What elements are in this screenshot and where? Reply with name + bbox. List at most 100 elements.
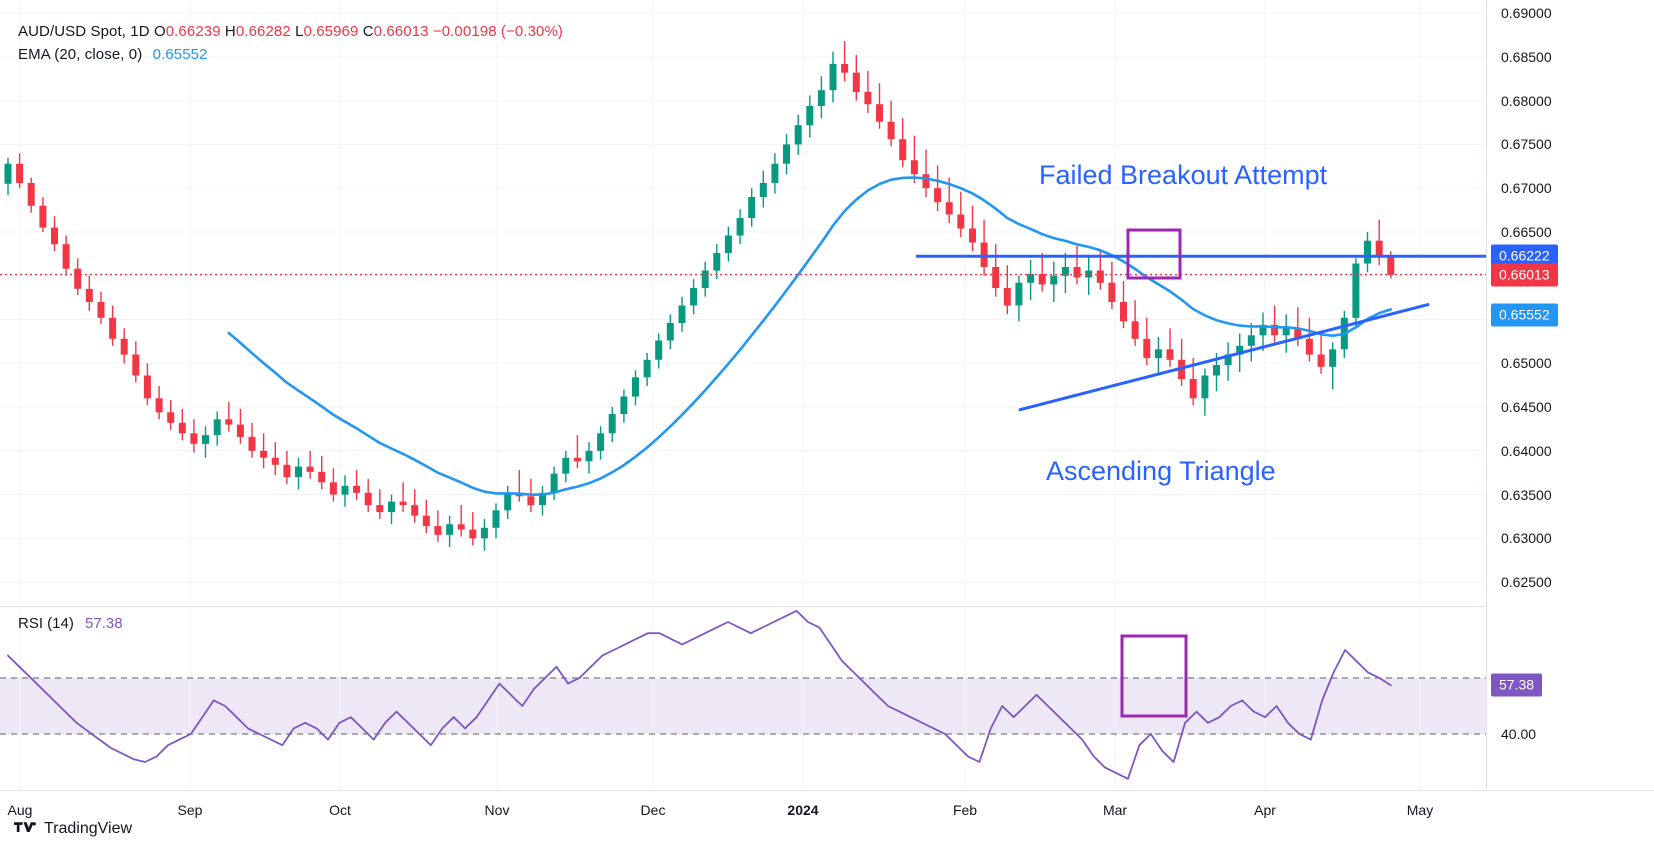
- price-axis-tick: 0.63000: [1501, 530, 1552, 547]
- candle-body: [16, 163, 24, 183]
- change-value: −0.00198 (−0.30%): [432, 23, 563, 40]
- candle-body: [1364, 240, 1371, 264]
- candle-body: [190, 433, 198, 444]
- price-axis-tick: 0.67500: [1501, 136, 1552, 153]
- candle-body: [1329, 349, 1337, 367]
- candle-body: [724, 235, 732, 253]
- price-scale[interactable]: 0.69000 0.68500 0.68000 0.67500 0.67000 0.665…: [1486, 0, 1654, 790]
- candle-body: [329, 482, 337, 495]
- highlight-box-rsi[interactable]: [1120, 634, 1188, 718]
- candle-body: [469, 529, 477, 539]
- price-axis-tick: 0.68500: [1501, 48, 1552, 65]
- candle-body: [1271, 324, 1279, 336]
- candle-body: [1131, 321, 1139, 339]
- candle-body: [178, 422, 186, 434]
- price-axis-tick: 0.63500: [1501, 486, 1552, 503]
- price-axis-tick: 0.65000: [1501, 355, 1552, 372]
- candle-body: [1236, 345, 1244, 355]
- annotation-ascending-triangle[interactable]: Ascending Triangle: [1046, 456, 1276, 486]
- price-plot[interactable]: [0, 0, 1654, 604]
- candle-body: [411, 505, 419, 516]
- candle-body: [910, 160, 918, 175]
- candle-body: [480, 527, 488, 539]
- ema-20-line[interactable]: [227, 176, 1393, 496]
- tradingview-wordmark: TradingView: [44, 820, 133, 837]
- candle-body: [446, 524, 454, 535]
- candle-body: [260, 450, 268, 458]
- candle-body: [202, 435, 209, 444]
- candle-body: [248, 436, 256, 451]
- candle-body: [655, 340, 663, 360]
- candle-body: [899, 139, 907, 161]
- time-axis-tick: Aug: [7, 802, 33, 818]
- pane-divider: [0, 606, 1486, 607]
- ema-label: EMA (20, close, 0): [18, 46, 143, 64]
- candle-body: [1015, 282, 1023, 306]
- candle-body: [806, 105, 814, 126]
- rsi-line[interactable]: [7, 609, 1392, 780]
- candle-body: [1387, 256, 1395, 275]
- rsi-pane[interactable]: [0, 608, 1654, 790]
- candle-body: [1166, 349, 1174, 360]
- candle-body: [1317, 354, 1325, 367]
- candle-body: [1224, 354, 1232, 365]
- time-scale[interactable]: Aug Sep Oct Nov Dec 2024 Feb Mar Apr May: [0, 790, 1654, 831]
- candle-body: [295, 466, 302, 478]
- rsi-legend[interactable]: RSI (14) 57.38: [18, 615, 123, 632]
- last-price-badge[interactable]: 0.66013: [1491, 263, 1558, 287]
- price-axis-tick: 0.66500: [1501, 224, 1552, 240]
- resistance-level-badge[interactable]: 0.66222: [1491, 244, 1558, 268]
- candle-body: [1247, 335, 1255, 346]
- candle-body: [632, 377, 639, 397]
- rsi-plot[interactable]: [0, 608, 1654, 790]
- time-axis-tick: May: [1406, 802, 1434, 818]
- symbol-label[interactable]: AUD/USD Spot, 1D: [18, 23, 150, 40]
- candle-body: [887, 121, 895, 140]
- symbol-ohlc-row[interactable]: AUD/USD Spot, 1D O0.66239 H0.66282 L0.65…: [18, 20, 563, 43]
- rsi-value-badge[interactable]: 57.38: [1491, 673, 1543, 697]
- candle-body: [736, 218, 744, 236]
- candle-body: [283, 464, 291, 478]
- candle-body: [1282, 328, 1290, 336]
- candle-body: [539, 492, 546, 506]
- ema-indicator-row[interactable]: EMA (20, close, 0) 0.65552: [18, 43, 563, 66]
- candle-body: [1201, 375, 1209, 399]
- candle-body: [829, 63, 837, 91]
- candle-body: [225, 419, 233, 425]
- candle-body: [562, 457, 570, 474]
- candle-body: [713, 253, 721, 271]
- candle-body: [748, 197, 756, 218]
- candle-body: [376, 505, 384, 513]
- candle-body: [492, 510, 500, 528]
- ema-value-badge[interactable]: 0.65552: [1491, 303, 1558, 327]
- candle-body: [422, 515, 430, 527]
- candle-body: [271, 457, 279, 465]
- candle-body: [876, 104, 883, 122]
- price-pane[interactable]: [0, 0, 1654, 604]
- candle-body: [817, 90, 825, 106]
- candle-body: [1154, 349, 1162, 359]
- candle-body: [980, 242, 988, 267]
- price-axis-tick: 0.68000: [1501, 92, 1552, 109]
- candle-body: [1085, 270, 1093, 278]
- candle-body: [109, 317, 117, 339]
- rsi-axis-tick: 40.00: [1501, 726, 1537, 742]
- candle-body: [1038, 274, 1046, 285]
- candle-body: [155, 398, 163, 413]
- candle-body: [1305, 338, 1313, 355]
- candle-body: [1027, 274, 1035, 283]
- candle-body: [85, 288, 93, 302]
- highlight-box-price[interactable]: [1126, 228, 1182, 280]
- candle-body: [957, 214, 965, 229]
- support-trendline[interactable]: [1018, 303, 1430, 412]
- candle-body: [945, 202, 953, 215]
- ema-value: 0.65552: [152, 46, 208, 64]
- candle-body: [167, 412, 175, 423]
- annotation-failed-breakout[interactable]: Failed Breakout Attempt: [1039, 160, 1328, 190]
- candle-body: [74, 268, 82, 289]
- candle-body: [678, 305, 686, 323]
- candle-body: [1003, 288, 1011, 306]
- candle-body: [690, 288, 698, 306]
- price-axis-tick: 0.64500: [1501, 399, 1552, 415]
